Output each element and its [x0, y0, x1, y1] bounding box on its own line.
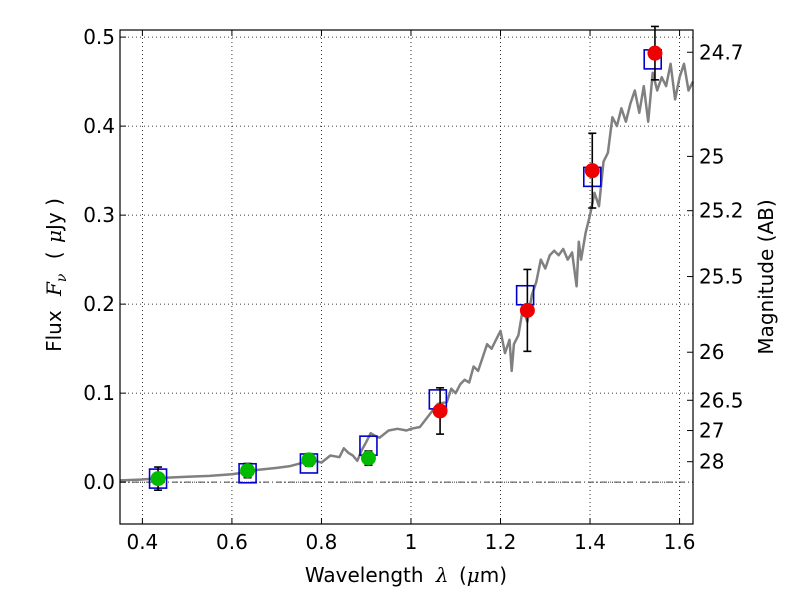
data-point — [519, 302, 535, 318]
x-tick-label: 1 — [405, 530, 418, 554]
x-tick-label: 1.6 — [664, 530, 696, 554]
x-axis-unit-open: ( — [459, 563, 467, 587]
y-tick-label: 0.3 — [83, 203, 115, 227]
right-tick-label: 25 — [699, 144, 724, 168]
grid — [120, 30, 693, 524]
x-tick-label: 0.8 — [306, 530, 338, 554]
x-tick-label: 1.2 — [485, 530, 517, 554]
right-tick-label: 26.5 — [699, 388, 744, 412]
right-tick-label: 25.5 — [699, 265, 744, 289]
right-axis-label: Magnitude (AB) — [754, 199, 778, 354]
right-tick-label: 25.2 — [699, 199, 744, 223]
y-axis-symbol: F — [42, 281, 66, 297]
data-point — [647, 45, 663, 61]
data-point — [240, 463, 256, 479]
model-spectrum-line — [119, 62, 695, 482]
right-tick-label: 28 — [699, 450, 724, 474]
y-tick-label: 0.2 — [83, 292, 115, 316]
x-axis-symbol: λ — [435, 563, 449, 587]
y-axis-label: Flux Fν ( μJy ) — [42, 198, 71, 352]
x-tick-label: 0.6 — [216, 530, 248, 554]
data-point — [360, 450, 376, 466]
y-axis-label-text: Flux — [42, 310, 66, 352]
spectrum-layer — [119, 62, 695, 482]
model-band-layer — [148, 49, 663, 489]
x-axis-unit-rest: m) — [480, 563, 507, 587]
x-axis-label: Wavelength λ (μm) — [305, 563, 507, 587]
y-tick-label: 0.4 — [83, 114, 115, 138]
x-axis-label-text: Wavelength — [305, 563, 424, 587]
y-axis-unit-rest: Jy ) — [42, 198, 66, 232]
y-axis-subscript: ν — [54, 273, 70, 282]
data-point — [301, 452, 317, 468]
plot-frame — [119, 29, 694, 525]
right-tick-label: 26 — [699, 340, 724, 364]
y-tick-label: 0.5 — [83, 25, 115, 49]
y-axis-unit-mu: μ — [42, 230, 66, 243]
right-tick-label: 27 — [699, 419, 724, 443]
y-tick-label: 0.0 — [83, 470, 115, 494]
y-axis-unit-open: ( — [42, 251, 66, 259]
tick-layer: 0.4 0.6 0.8 1 1.2 1.4 1.6 0.0 0.1 0.2 0.3 0.4 0.5 24.… — [83, 25, 743, 554]
x-tick-label: 0.4 — [126, 530, 158, 554]
data-point — [584, 163, 600, 179]
x-tick-label: 1.4 — [574, 530, 606, 554]
error-bar-layer — [154, 25, 659, 491]
y-tick-label: 0.1 — [83, 381, 115, 405]
x-axis-unit-mu: μ — [467, 563, 480, 587]
data-point — [150, 471, 166, 487]
data-point-layer — [150, 45, 663, 487]
data-point — [432, 403, 448, 419]
plot-frame-layer — [119, 29, 694, 525]
right-tick-label: 24.7 — [699, 40, 744, 64]
